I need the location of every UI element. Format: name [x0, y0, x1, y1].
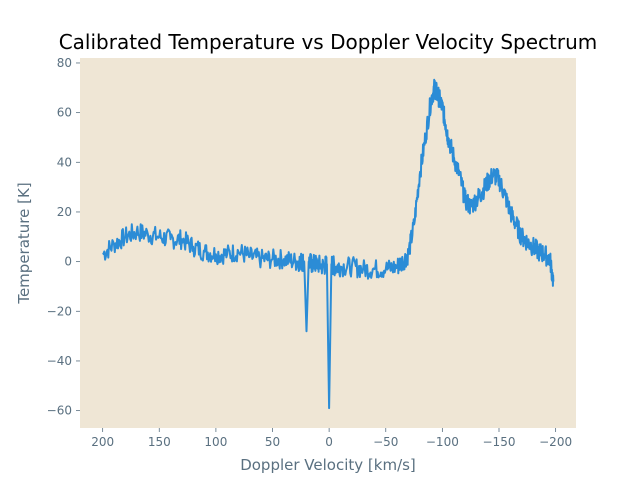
y-tick-label: 0	[64, 255, 72, 269]
y-tick-label: 80	[57, 56, 72, 70]
x-tick-label: −50	[373, 435, 398, 449]
y-tick-label: −60	[47, 404, 72, 418]
x-tick-label: −150	[483, 435, 516, 449]
y-axis-label: Temperature [K]	[15, 182, 33, 304]
x-tick-label: −100	[426, 435, 459, 449]
x-axis-ticks: 200 150 100 50 0 −50 −100 −150 −200	[91, 428, 572, 449]
temperature-series-line	[102, 78, 555, 410]
data-series-layer	[102, 78, 555, 410]
y-tick-label: −20	[47, 304, 72, 318]
x-tick-label: 50	[265, 435, 280, 449]
chart-title: Calibrated Temperature vs Doppler Veloci…	[59, 30, 598, 54]
y-axis-ticks: 80 60 40 20 0 −20 −40 −60	[47, 56, 80, 418]
x-tick-label: 200	[91, 435, 114, 449]
x-tick-label: −200	[539, 435, 572, 449]
y-tick-label: −40	[47, 354, 72, 368]
x-tick-label: 0	[325, 435, 333, 449]
y-tick-label: 40	[57, 155, 72, 169]
x-tick-label: 150	[148, 435, 171, 449]
x-axis-label: Doppler Velocity [km/s]	[240, 456, 416, 474]
y-tick-label: 20	[57, 205, 72, 219]
x-tick-label: 100	[204, 435, 227, 449]
y-tick-label: 60	[57, 106, 72, 120]
